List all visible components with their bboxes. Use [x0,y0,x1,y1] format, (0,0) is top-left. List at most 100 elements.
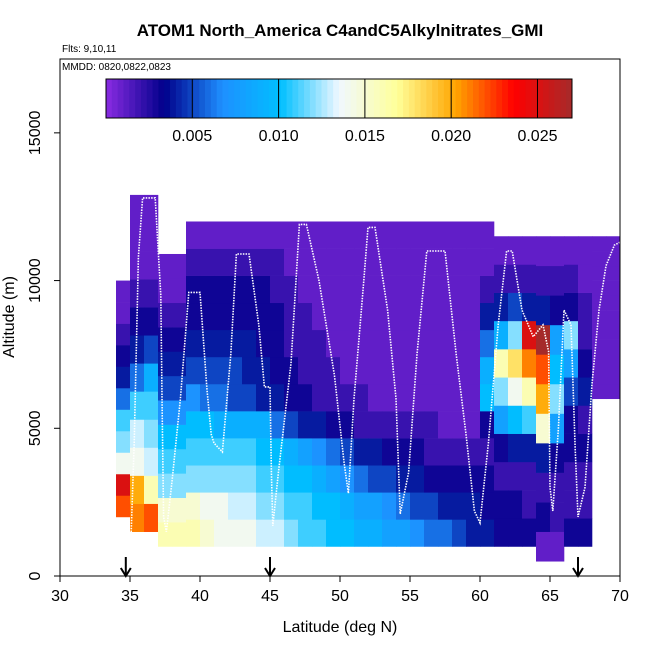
heatmap-cell [326,519,341,547]
heatmap-cell [522,405,537,434]
colorbar-segment [478,79,486,118]
heatmap-cell [396,329,411,358]
heatmap-cell [270,275,285,304]
heatmap-cell [508,518,523,547]
heatmap-cell [228,519,243,547]
colorbar-segment [443,79,451,118]
heatmap-cell [480,519,495,547]
heatmap-cell [606,324,621,340]
heatmap-cell [592,383,607,400]
colorbar-segment [525,79,532,118]
heatmap-cell [368,221,383,249]
heatmap-cell [298,438,313,466]
heatmap-cell [592,295,607,311]
colorbar-tick-label: 0.010 [259,128,299,145]
heatmap-cell [144,391,159,420]
heatmap-cell [354,519,369,547]
heatmap-cell [466,492,481,520]
colorbar-segment [548,79,555,118]
colorbar-segment [257,79,264,118]
heatmap-cell [200,329,215,358]
colorbar-segment [542,79,550,118]
heatmap-cell [242,383,257,412]
heatmap-cell [480,356,495,385]
heatmap-cell [214,438,229,466]
heatmap-cell [410,465,425,493]
heatmap-cell [536,324,551,355]
heatmap-cell [494,349,509,378]
heatmap-cell [242,329,257,358]
heatmap-cell [396,411,411,439]
heatmap-cell [536,531,551,562]
heatmap-cell [382,329,397,358]
heatmap-cell [256,275,271,304]
colorbar-segment [519,79,526,118]
marker-arrow-head [572,567,584,578]
heatmap-cell [312,275,327,304]
heatmap-cell [256,356,271,385]
colorbar-segment [403,79,410,118]
colorbar-segment [309,79,317,118]
y-tick-label: 0 [27,571,44,580]
heatmap-cell [284,221,299,249]
heatmap-cell [522,320,537,350]
heatmap-cell [186,411,201,439]
heatmap-cell [592,324,607,340]
heatmap-cell [186,221,201,249]
heatmap-cell [508,433,523,463]
colorbar-segment [298,79,305,118]
heatmap-cell [410,519,425,547]
colorbar-segment [164,79,171,118]
heatmap-cell [508,320,523,350]
heatmap-cell [298,329,313,358]
heatmap-cell [130,363,145,392]
heatmap-cell [214,221,229,249]
heatmap-cell [382,411,397,439]
heatmap-cell [298,492,313,520]
heatmap-cell [130,503,145,532]
heatmap-cell [270,329,285,358]
heatmap-cell [214,356,229,385]
heatmap-cell [186,356,201,385]
plot-area: 0.005 0.010 0.015 0.020 0.025 MMDD: 0820,082… [59,58,621,577]
colorbar-segment [484,79,491,118]
colorbar-segment [304,79,311,118]
heatmap-cell [270,411,285,439]
heatmap-cell [200,356,215,385]
heatmap-cell [382,465,397,493]
heatmap-cell [158,473,173,499]
heatmap-cell [340,248,355,276]
colorbar-segment [181,79,188,118]
colorbar-segment [152,79,159,118]
colorbar-segment [146,79,154,118]
x-tick-label: 70 [611,588,629,605]
colorbar-tick-label: 0.005 [172,128,212,145]
heatmap-cell [368,275,383,304]
heatmap-cell [326,465,341,493]
heatmap-cell [270,519,285,547]
heatmap-cell [452,492,467,520]
heatmap-cell [564,292,579,322]
heatmap-cell [578,320,593,350]
heatmap-cell [424,248,439,276]
heatmap-cell [466,411,481,439]
heatmap-cell [438,383,453,412]
colorbar-segment [339,79,346,118]
heatmap-cell [144,447,159,476]
heatmap-cell [200,275,215,304]
heatmap-cell [536,383,551,414]
heatmap-cell [186,329,201,358]
heatmap-cell [144,307,159,336]
flight-track-line [129,197,621,568]
heatmap-cell [186,302,201,331]
heatmap-cell [158,253,173,279]
heatmap-cell [480,329,495,358]
heatmap-cell [228,438,243,466]
heatmap-cell [396,248,411,276]
x-tick-label: 50 [331,588,349,605]
heatmap-cell [452,248,467,276]
heatmap-cell [368,411,383,439]
colorbar-segment [251,79,258,118]
heatmap-cell [480,438,495,466]
heatmap-cell [396,302,411,331]
